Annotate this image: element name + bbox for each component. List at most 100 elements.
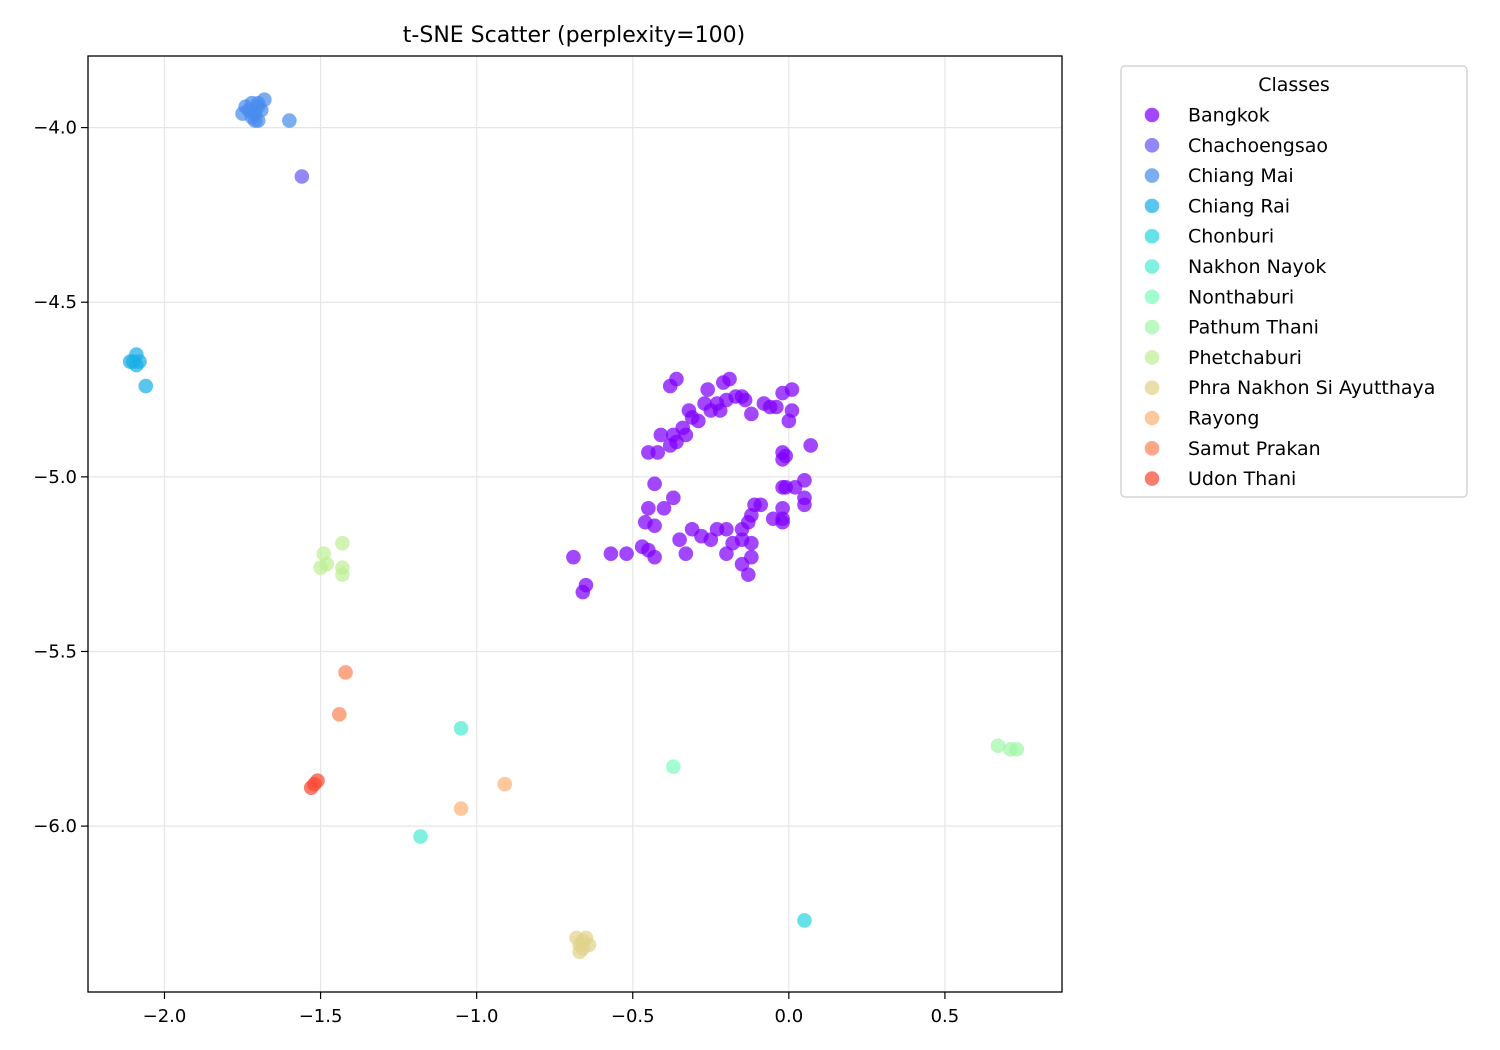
data-point	[653, 427, 669, 443]
data-point	[129, 357, 144, 373]
data-points	[122, 92, 1025, 960]
legend-entries: Bangkok Chachoengsao Chiang Mai Chiang Rai C…	[1144, 105, 1435, 490]
legend-marker	[1144, 319, 1160, 335]
chart-title: t-SNE Scatter (perplexity=100)	[403, 23, 745, 48]
data-point	[669, 371, 684, 387]
data-point	[453, 721, 469, 736]
data-point	[335, 535, 350, 551]
data-point	[641, 500, 656, 516]
data-point	[572, 944, 587, 960]
data-point	[778, 480, 794, 495]
legend-label: Pathum Thani	[1188, 317, 1319, 339]
legend-marker	[1144, 441, 1160, 456]
data-point	[647, 549, 662, 565]
plot-frame	[87, 55, 1063, 993]
data-point	[737, 392, 753, 408]
legend-label: Bangkok	[1188, 105, 1270, 127]
data-point	[138, 378, 154, 394]
data-point	[647, 518, 662, 534]
data-point	[784, 382, 800, 397]
legend-marker	[1144, 350, 1160, 365]
y-tick-label: −4.0	[33, 118, 77, 139]
legend-label: Nakhon Nayok	[1188, 256, 1326, 278]
data-point	[666, 759, 681, 775]
x-tick-label: −0.5	[611, 1006, 655, 1027]
data-point	[656, 500, 672, 516]
legend-marker	[1144, 410, 1160, 426]
legend-marker	[1144, 471, 1160, 486]
data-point	[619, 546, 634, 561]
data-point	[641, 445, 656, 460]
legend-marker	[1144, 168, 1160, 183]
data-point	[603, 546, 619, 561]
legend-marker	[1144, 380, 1160, 396]
data-point	[734, 521, 750, 537]
data-point	[734, 556, 750, 572]
legend-marker	[1144, 259, 1160, 274]
data-point	[332, 707, 347, 722]
data-point	[691, 413, 706, 429]
data-point	[313, 560, 328, 575]
legend-label: Phra Nakhon Si Ayutthaya	[1188, 377, 1435, 399]
data-point	[703, 532, 719, 548]
legend-label: Phetchaburi	[1188, 347, 1302, 369]
data-point	[797, 497, 812, 513]
legend-label: Samut Prakan	[1188, 438, 1321, 460]
data-point	[775, 500, 790, 516]
legend-label: Rayong	[1188, 408, 1259, 430]
data-point	[575, 584, 591, 600]
data-point	[740, 567, 756, 582]
data-point	[453, 801, 469, 816]
data-point	[719, 521, 734, 537]
grid	[88, 56, 1062, 992]
data-point	[775, 514, 790, 530]
legend-marker	[1144, 107, 1160, 123]
y-tick-label: −4.5	[33, 292, 77, 313]
data-point	[303, 780, 319, 795]
legend-label: Udon Thani	[1188, 468, 1296, 490]
legend-frame	[1120, 65, 1468, 498]
data-point	[990, 738, 1006, 754]
data-point	[294, 169, 310, 184]
data-point	[781, 413, 797, 429]
data-point	[700, 382, 715, 397]
data-point	[769, 399, 784, 415]
data-point	[712, 403, 728, 418]
legend-marker	[1144, 289, 1160, 305]
data-point	[666, 490, 681, 506]
data-point	[647, 476, 662, 492]
y-tick-label: −6.0	[33, 816, 77, 837]
data-point	[753, 497, 769, 513]
data-point	[803, 438, 818, 453]
x-tick-label: 0.0	[775, 1006, 804, 1027]
data-point	[797, 913, 812, 928]
legend-label: Chachoengsao	[1188, 135, 1328, 157]
legend-label: Chiang Mai	[1188, 165, 1294, 187]
data-point	[719, 546, 734, 561]
data-point	[1009, 741, 1025, 757]
data-point	[335, 567, 350, 582]
x-tick-label: 0.5	[931, 1006, 960, 1027]
data-point	[497, 776, 513, 792]
data-point	[662, 438, 678, 453]
legend: Classes Bangkok Chachoengsao Chiang Mai Chi…	[1120, 65, 1468, 498]
x-tick-label: −1.0	[455, 1006, 499, 1027]
legend-marker	[1144, 198, 1160, 214]
axis-ticks: −2.0 −1.5 −1.0 −0.5 0.0 0.5 −4.0 −4.5 −5.0 −5.5 −6…	[33, 118, 959, 1027]
data-point	[247, 113, 263, 128]
data-point	[744, 406, 759, 422]
data-point	[722, 371, 737, 387]
data-point	[413, 829, 428, 844]
data-point	[672, 532, 687, 548]
legend-marker	[1144, 138, 1160, 153]
y-tick-label: −5.5	[33, 641, 77, 662]
data-point	[778, 448, 794, 464]
legend-title: Classes	[1258, 74, 1330, 96]
data-point	[678, 546, 694, 561]
data-point	[282, 113, 297, 128]
x-tick-label: −2.0	[143, 1006, 187, 1027]
data-point	[566, 549, 581, 565]
y-tick-label: −5.0	[33, 467, 77, 488]
legend-marker	[1144, 228, 1160, 244]
